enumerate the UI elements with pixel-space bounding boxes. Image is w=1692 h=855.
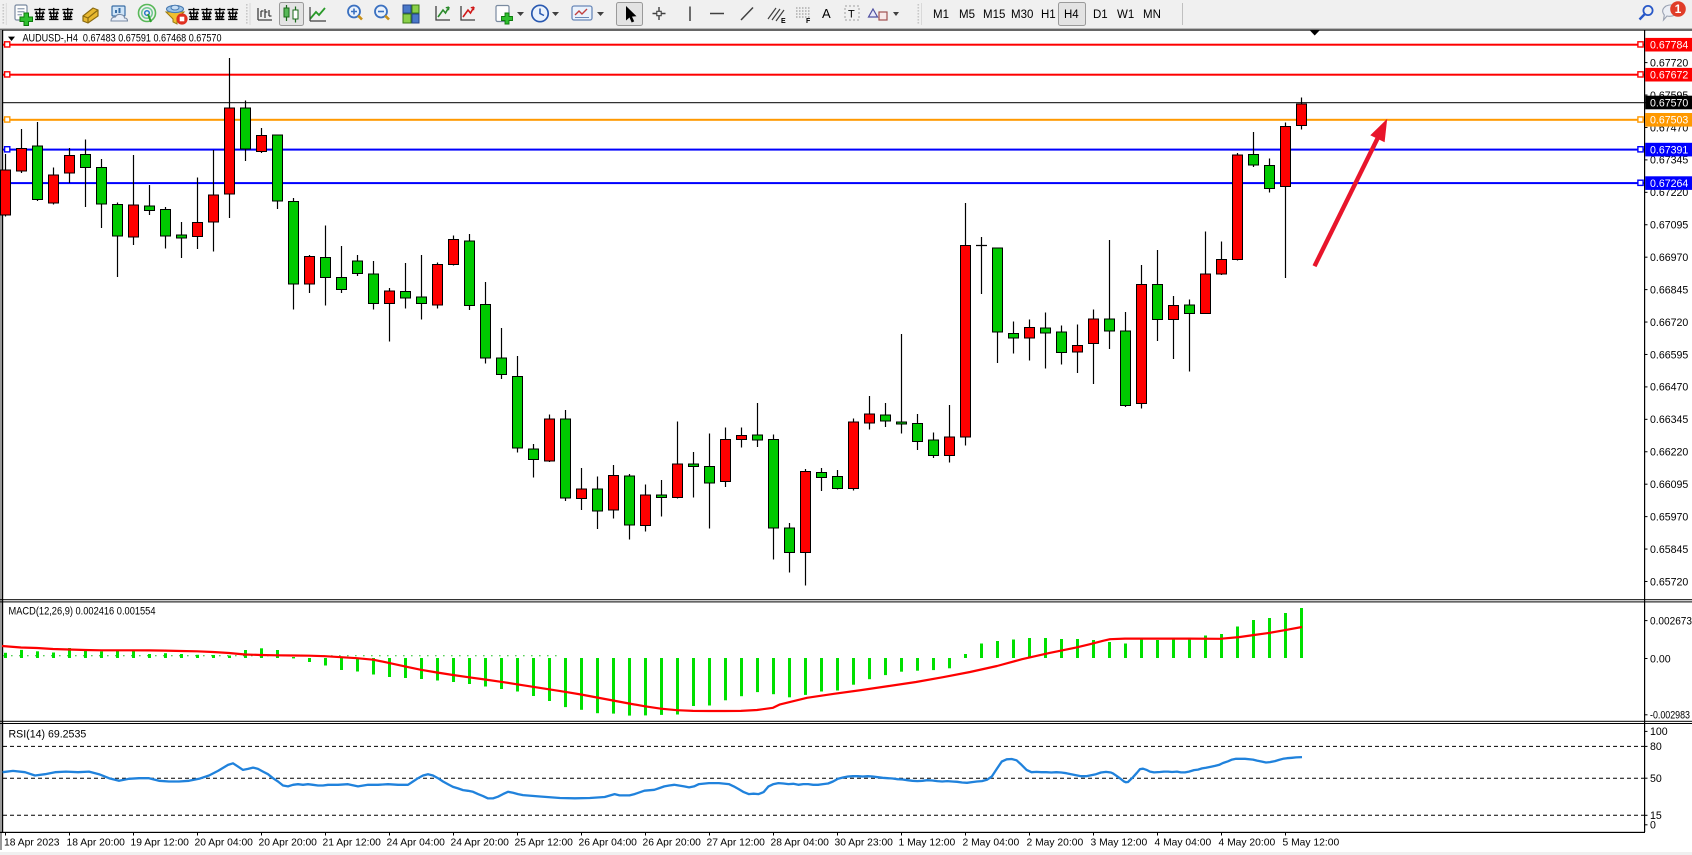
svg-text:0.65970: 0.65970 bbox=[1650, 511, 1688, 523]
svg-text:D1: D1 bbox=[1093, 9, 1108, 21]
svg-text:M30: M30 bbox=[1011, 9, 1033, 21]
svg-text:0.66970: 0.66970 bbox=[1650, 252, 1688, 264]
svg-text:21 Apr 12:00: 21 Apr 12:00 bbox=[323, 838, 382, 849]
svg-text:15: 15 bbox=[1650, 810, 1662, 822]
svg-text:3 May 12:00: 3 May 12:00 bbox=[1091, 838, 1148, 849]
svg-text:4 May 20:00: 4 May 20:00 bbox=[1219, 838, 1276, 849]
svg-text:20 Apr 04:00: 20 Apr 04:00 bbox=[195, 838, 254, 849]
svg-text:1: 1 bbox=[1675, 2, 1682, 16]
svg-text:2 May 04:00: 2 May 04:00 bbox=[963, 838, 1020, 849]
svg-text:A: A bbox=[822, 6, 831, 21]
svg-text:H4: H4 bbox=[1064, 9, 1079, 21]
svg-text:26 Apr 04:00: 26 Apr 04:00 bbox=[579, 838, 638, 849]
svg-text:0.67345: 0.67345 bbox=[1650, 155, 1688, 167]
svg-text:M5: M5 bbox=[959, 9, 975, 21]
svg-text:0.66220: 0.66220 bbox=[1650, 447, 1688, 459]
svg-text:0.65845: 0.65845 bbox=[1650, 544, 1688, 556]
svg-text:20 Apr 20:00: 20 Apr 20:00 bbox=[259, 838, 318, 849]
svg-text:-0.002983: -0.002983 bbox=[1650, 710, 1690, 722]
svg-text:M1: M1 bbox=[933, 9, 949, 21]
svg-text:0.67570: 0.67570 bbox=[1650, 97, 1688, 109]
svg-text:0.66720: 0.66720 bbox=[1650, 317, 1688, 329]
svg-text:H1: H1 bbox=[1041, 9, 1056, 21]
svg-text:0.66845: 0.66845 bbox=[1650, 284, 1688, 296]
svg-text:T: T bbox=[848, 9, 855, 21]
svg-text:24 Apr 20:00: 24 Apr 20:00 bbox=[451, 838, 510, 849]
svg-text:26 Apr 20:00: 26 Apr 20:00 bbox=[643, 838, 702, 849]
svg-text:25 Apr 12:00: 25 Apr 12:00 bbox=[515, 838, 574, 849]
svg-text:E: E bbox=[781, 18, 786, 25]
svg-text:4 May 04:00: 4 May 04:00 bbox=[1155, 838, 1212, 849]
svg-text:0.66470: 0.66470 bbox=[1650, 382, 1688, 394]
svg-text:0.67672: 0.67672 bbox=[1650, 70, 1688, 82]
svg-text:5 May 12:00: 5 May 12:00 bbox=[1283, 838, 1340, 849]
svg-text:2 May 20:00: 2 May 20:00 bbox=[1027, 838, 1084, 849]
svg-text:M15: M15 bbox=[983, 9, 1005, 21]
svg-text:0.66095: 0.66095 bbox=[1650, 479, 1688, 491]
svg-text:30 Apr 23:00: 30 Apr 23:00 bbox=[835, 838, 894, 849]
svg-text:MACD(12,26,9) 0.002416 0.00155: MACD(12,26,9) 0.002416 0.001554 bbox=[9, 606, 156, 618]
svg-text:0.67095: 0.67095 bbox=[1650, 220, 1688, 232]
svg-text:F: F bbox=[806, 18, 811, 25]
svg-text:0.00: 0.00 bbox=[1650, 653, 1671, 665]
svg-text:27 Apr 12:00: 27 Apr 12:00 bbox=[707, 838, 766, 849]
svg-text:0.67720: 0.67720 bbox=[1650, 57, 1688, 69]
svg-text:0.67220: 0.67220 bbox=[1650, 187, 1688, 199]
svg-text:18 Apr 20:00: 18 Apr 20:00 bbox=[67, 838, 126, 849]
svg-text:0.66595: 0.66595 bbox=[1650, 349, 1688, 361]
svg-text:0.65720: 0.65720 bbox=[1650, 576, 1688, 588]
svg-text:0.002673: 0.002673 bbox=[1650, 615, 1692, 627]
svg-text:RSI(14) 69.2535: RSI(14) 69.2535 bbox=[9, 729, 87, 741]
svg-text:80: 80 bbox=[1650, 741, 1662, 753]
svg-text:0.67391: 0.67391 bbox=[1650, 144, 1688, 156]
svg-text:24 Apr 04:00: 24 Apr 04:00 bbox=[387, 838, 446, 849]
svg-text:18 Apr 2023: 18 Apr 2023 bbox=[4, 838, 60, 849]
svg-text:MN: MN bbox=[1143, 9, 1161, 21]
svg-text:28 Apr 04:00: 28 Apr 04:00 bbox=[771, 838, 830, 849]
svg-text:0.66345: 0.66345 bbox=[1650, 414, 1688, 426]
svg-text:W1: W1 bbox=[1117, 9, 1134, 21]
svg-text:19 Apr 12:00: 19 Apr 12:00 bbox=[131, 838, 190, 849]
svg-text:0.67264: 0.67264 bbox=[1650, 178, 1688, 190]
svg-text:100: 100 bbox=[1650, 726, 1668, 738]
svg-text:0: 0 bbox=[1650, 820, 1656, 832]
svg-text:AUDUSD-,H4 0.67483 0.67591 0.: AUDUSD-,H4 0.67483 0.67591 0.67468 0.675… bbox=[23, 33, 222, 45]
svg-text:0.67503: 0.67503 bbox=[1650, 115, 1688, 127]
svg-text:0.67784: 0.67784 bbox=[1650, 40, 1688, 52]
svg-text:1 May 12:00: 1 May 12:00 bbox=[899, 838, 956, 849]
svg-text:50: 50 bbox=[1650, 773, 1662, 785]
